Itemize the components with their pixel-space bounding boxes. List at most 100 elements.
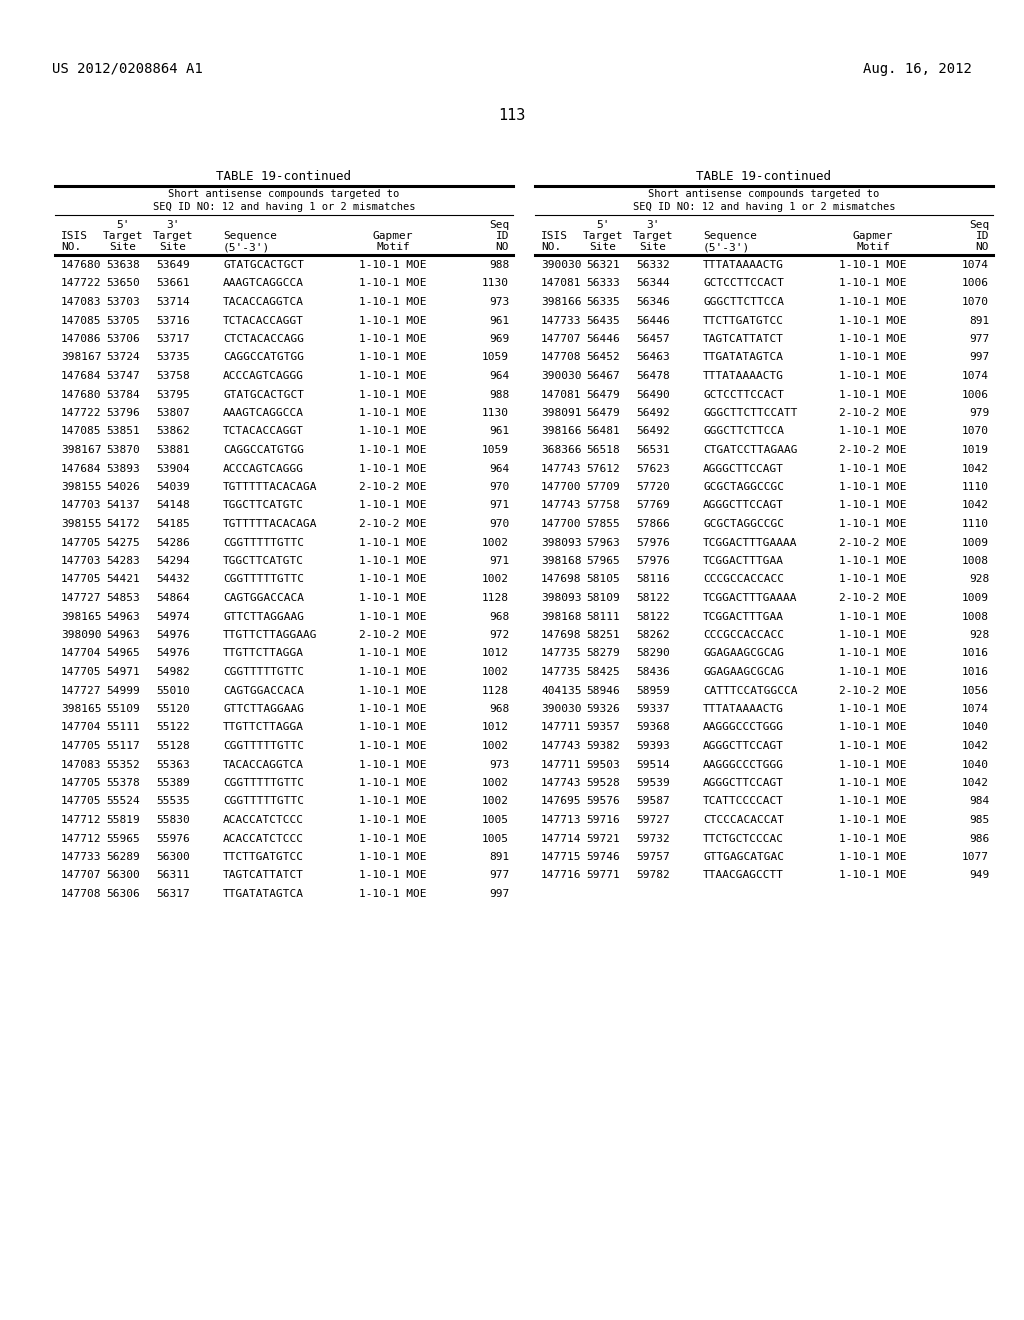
Text: 1-10-1 MOE: 1-10-1 MOE <box>359 704 427 714</box>
Text: TABLE 19-continued: TABLE 19-continued <box>696 170 831 183</box>
Text: Short antisense compounds targeted to: Short antisense compounds targeted to <box>168 189 399 199</box>
Text: Site: Site <box>640 242 667 252</box>
Text: 986: 986 <box>969 833 989 843</box>
Text: 58122: 58122 <box>636 611 670 622</box>
Text: 147704: 147704 <box>61 648 101 659</box>
Text: TCTACACCAGGT: TCTACACCAGGT <box>223 315 304 326</box>
Text: 1130: 1130 <box>482 279 509 289</box>
Text: 1074: 1074 <box>962 704 989 714</box>
Text: 970: 970 <box>488 519 509 529</box>
Text: 1-10-1 MOE: 1-10-1 MOE <box>359 334 427 345</box>
Text: 1-10-1 MOE: 1-10-1 MOE <box>359 851 427 862</box>
Text: 56452: 56452 <box>586 352 620 363</box>
Text: 1-10-1 MOE: 1-10-1 MOE <box>359 814 427 825</box>
Text: TTTATAAAACTG: TTTATAAAACTG <box>703 704 784 714</box>
Text: 54999: 54999 <box>106 685 140 696</box>
Text: 147743: 147743 <box>541 500 582 511</box>
Text: 1-10-1 MOE: 1-10-1 MOE <box>840 741 906 751</box>
Text: 59539: 59539 <box>636 777 670 788</box>
Text: 1012: 1012 <box>482 648 509 659</box>
Text: CAGTGGACCACA: CAGTGGACCACA <box>223 593 304 603</box>
Text: 56289: 56289 <box>106 851 140 862</box>
Text: 59716: 59716 <box>586 814 620 825</box>
Text: 390030: 390030 <box>541 260 582 271</box>
Text: 147743: 147743 <box>541 741 582 751</box>
Text: GGGCTTCTTCCA: GGGCTTCTTCCA <box>703 426 784 437</box>
Text: 56457: 56457 <box>636 334 670 345</box>
Text: 58279: 58279 <box>586 648 620 659</box>
Text: TGTTTTTACACAGA: TGTTTTTACACAGA <box>223 482 317 492</box>
Text: 971: 971 <box>488 556 509 566</box>
Text: 147083: 147083 <box>61 759 101 770</box>
Text: 55830: 55830 <box>156 814 189 825</box>
Text: 147700: 147700 <box>541 519 582 529</box>
Text: 57769: 57769 <box>636 500 670 511</box>
Text: 1-10-1 MOE: 1-10-1 MOE <box>359 648 427 659</box>
Text: 147086: 147086 <box>61 334 101 345</box>
Text: 147705: 147705 <box>61 667 101 677</box>
Text: TAGTCATTATCT: TAGTCATTATCT <box>223 870 304 880</box>
Text: 1-10-1 MOE: 1-10-1 MOE <box>840 297 906 308</box>
Text: 398168: 398168 <box>541 556 582 566</box>
Text: 147695: 147695 <box>541 796 582 807</box>
Text: 1-10-1 MOE: 1-10-1 MOE <box>840 315 906 326</box>
Text: 147705: 147705 <box>61 574 101 585</box>
Text: 2-10-2 MOE: 2-10-2 MOE <box>359 630 427 640</box>
Text: ID: ID <box>976 231 989 242</box>
Text: 55111: 55111 <box>106 722 140 733</box>
Text: 147083: 147083 <box>61 297 101 308</box>
Text: 1-10-1 MOE: 1-10-1 MOE <box>840 279 906 289</box>
Text: (5'-3'): (5'-3') <box>223 242 270 252</box>
Text: 54137: 54137 <box>106 500 140 511</box>
Text: GTTCTTAGGAAG: GTTCTTAGGAAG <box>223 704 304 714</box>
Text: 949: 949 <box>969 870 989 880</box>
Text: 997: 997 <box>488 888 509 899</box>
Text: 1-10-1 MOE: 1-10-1 MOE <box>359 556 427 566</box>
Text: 961: 961 <box>488 426 509 437</box>
Text: 59528: 59528 <box>586 777 620 788</box>
Text: Gapmer: Gapmer <box>853 231 893 242</box>
Text: 398167: 398167 <box>61 445 101 455</box>
Text: 56317: 56317 <box>156 888 189 899</box>
Text: 398093: 398093 <box>541 593 582 603</box>
Text: ACCCAGTCAGGG: ACCCAGTCAGGG <box>223 463 304 474</box>
Text: 59782: 59782 <box>636 870 670 880</box>
Text: CAGGCCATGTGG: CAGGCCATGTGG <box>223 352 304 363</box>
Text: 56446: 56446 <box>586 334 620 345</box>
Text: 973: 973 <box>488 297 509 308</box>
Text: 53747: 53747 <box>106 371 140 381</box>
Text: 54286: 54286 <box>156 537 189 548</box>
Text: 1-10-1 MOE: 1-10-1 MOE <box>359 796 427 807</box>
Text: 1-10-1 MOE: 1-10-1 MOE <box>840 463 906 474</box>
Text: 54965: 54965 <box>106 648 140 659</box>
Text: 973: 973 <box>488 759 509 770</box>
Text: TACACCAGGTCA: TACACCAGGTCA <box>223 759 304 770</box>
Text: 1-10-1 MOE: 1-10-1 MOE <box>359 593 427 603</box>
Text: 1-10-1 MOE: 1-10-1 MOE <box>840 389 906 400</box>
Text: 398165: 398165 <box>61 611 101 622</box>
Text: 147684: 147684 <box>61 371 101 381</box>
Text: 147698: 147698 <box>541 574 582 585</box>
Text: 53904: 53904 <box>156 463 189 474</box>
Text: 2-10-2 MOE: 2-10-2 MOE <box>840 537 906 548</box>
Text: 390030: 390030 <box>541 371 582 381</box>
Text: 58436: 58436 <box>636 667 670 677</box>
Text: 54982: 54982 <box>156 667 189 677</box>
Text: TTTATAAAACTG: TTTATAAAACTG <box>703 371 784 381</box>
Text: TAGTCATTATCT: TAGTCATTATCT <box>703 334 784 345</box>
Text: 1-10-1 MOE: 1-10-1 MOE <box>840 814 906 825</box>
Text: 57965: 57965 <box>586 556 620 566</box>
Text: 57855: 57855 <box>586 519 620 529</box>
Text: CATTTCCATGGCCA: CATTTCCATGGCCA <box>703 685 798 696</box>
Text: 54275: 54275 <box>106 537 140 548</box>
Text: 147712: 147712 <box>61 814 101 825</box>
Text: 53893: 53893 <box>106 463 140 474</box>
Text: 1006: 1006 <box>962 279 989 289</box>
Text: 55109: 55109 <box>106 704 140 714</box>
Text: 1019: 1019 <box>962 445 989 455</box>
Text: 59771: 59771 <box>586 870 620 880</box>
Text: 53705: 53705 <box>106 315 140 326</box>
Text: 1-10-1 MOE: 1-10-1 MOE <box>840 833 906 843</box>
Text: TCATTCCCCACT: TCATTCCCCACT <box>703 796 784 807</box>
Text: TTGTTCTTAGGA: TTGTTCTTAGGA <box>223 648 304 659</box>
